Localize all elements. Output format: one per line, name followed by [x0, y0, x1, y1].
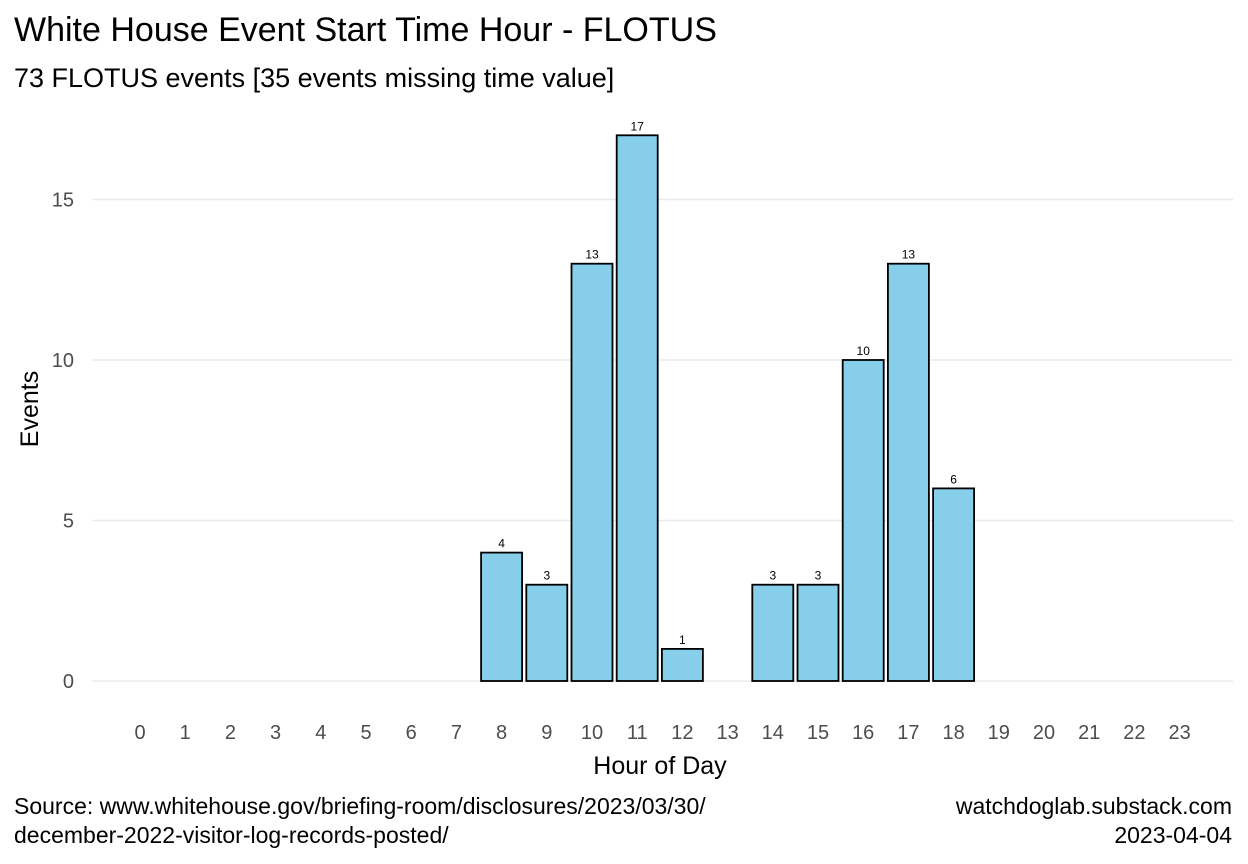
- data-label-hour-15: 3: [815, 569, 822, 583]
- x-tick-label-0: 0: [134, 722, 145, 744]
- bar-hour-11: [615, 134, 659, 682]
- bar-hour-16: [841, 359, 885, 682]
- x-tick-label-5: 5: [360, 722, 371, 744]
- x-tick-label-18: 18: [942, 722, 964, 744]
- x-tick-label-3: 3: [270, 722, 281, 744]
- y-tick-label: 5: [63, 511, 74, 533]
- x-tick-label-9: 9: [541, 722, 552, 744]
- x-tick-label-17: 17: [897, 722, 919, 744]
- x-tick-label-6: 6: [406, 722, 417, 744]
- y-tick-label: 0: [63, 671, 74, 693]
- x-tick-label-15: 15: [807, 722, 829, 744]
- x-tick-label-16: 16: [852, 722, 874, 744]
- x-tick-label-23: 23: [1168, 722, 1190, 744]
- bars: [480, 134, 975, 682]
- data-label-hour-10: 13: [585, 248, 599, 262]
- credit-caption: watchdoglab.substack.com 2023-04-04: [956, 792, 1232, 850]
- credit-date: 2023-04-04: [1114, 822, 1232, 848]
- source-caption-line-2: december-2022-visitor-log-records-posted…: [14, 822, 449, 848]
- data-label-hour-9: 3: [543, 569, 550, 583]
- x-tick-label-20: 20: [1033, 722, 1055, 744]
- bar-hour-10: [570, 262, 614, 682]
- x-tick-label-19: 19: [988, 722, 1010, 744]
- source-caption-line-1: Source: www.whitehouse.gov/briefing-room…: [14, 793, 706, 819]
- bar-hour-8: [480, 551, 524, 682]
- x-tick-label-8: 8: [496, 722, 507, 744]
- bar-hour-18: [932, 487, 975, 682]
- bar-hour-17: [887, 262, 930, 682]
- credit-site: watchdoglab.substack.com: [955, 793, 1232, 819]
- x-tick-label-21: 21: [1078, 722, 1100, 744]
- y-tick-label: 15: [52, 190, 74, 212]
- data-label-hour-18: 6: [950, 472, 957, 486]
- x-tick-label-13: 13: [716, 722, 738, 744]
- x-axis-title: Hour of Day: [593, 752, 727, 780]
- x-axis-ticks: 0 1 2 3 4 5 6 7 8 9 10 11 12 13 14 15 16 17 18 19 20 21 22 23: [134, 722, 1190, 744]
- x-tick-label-7: 7: [451, 722, 462, 744]
- data-label-hour-16: 10: [857, 344, 871, 358]
- x-tick-label-2: 2: [225, 722, 236, 744]
- chart-subtitle: 73 FLOTUS events [35 events missing time…: [14, 63, 615, 93]
- data-label-hour-14: 3: [769, 569, 776, 583]
- data-label-hour-12: 1: [679, 633, 686, 647]
- x-tick-label-10: 10: [581, 722, 603, 744]
- data-label-hour-11: 17: [631, 119, 645, 133]
- y-axis-ticks: 0 5 10 15: [52, 190, 74, 694]
- source-caption: Source: www.whitehouse.gov/briefing-room…: [14, 792, 706, 850]
- x-tick-label-22: 22: [1123, 722, 1145, 744]
- x-tick-label-12: 12: [671, 722, 693, 744]
- bar-hour-15: [796, 583, 840, 682]
- data-label-hour-17: 13: [902, 248, 916, 262]
- gridlines: [92, 198, 1233, 682]
- bar-hour-9: [525, 583, 569, 682]
- x-tick-label-14: 14: [762, 722, 784, 744]
- bar-hour-12: [661, 648, 704, 682]
- x-tick-label-1: 1: [180, 722, 191, 744]
- y-tick-label: 10: [52, 350, 74, 372]
- data-label-hour-8: 4: [498, 537, 505, 551]
- x-tick-label-11: 11: [627, 722, 648, 744]
- x-tick-label-4: 4: [315, 722, 326, 744]
- bar-hour-14: [751, 583, 795, 682]
- y-axis-title: Events: [16, 371, 44, 447]
- chart-title: White House Event Start Time Hour - FLOT…: [14, 11, 717, 49]
